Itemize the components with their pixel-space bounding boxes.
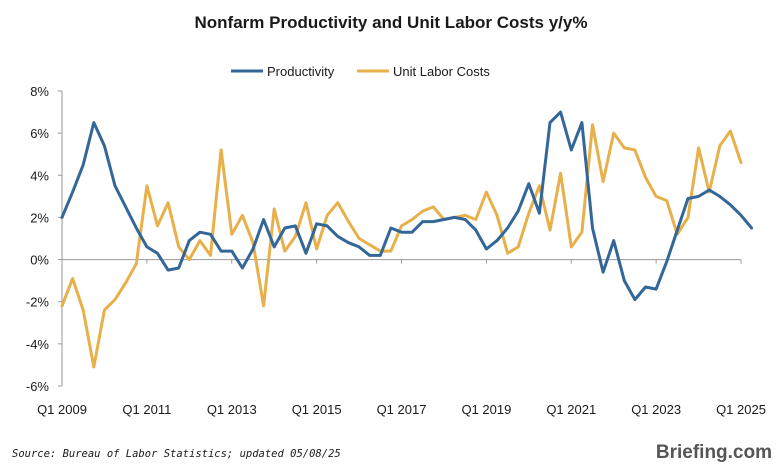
- x-tick-label: Q1 2015: [292, 402, 342, 417]
- source-note: Source: Bureau of Labor Statistics; upda…: [12, 448, 341, 460]
- y-tick-label: 0%: [30, 253, 49, 268]
- y-tick-label: 8%: [30, 84, 49, 99]
- x-tick-label: Q1 2011: [122, 402, 171, 417]
- x-tick-label: Q1 2021: [546, 402, 596, 417]
- series-line-unit-labor-costs: [60, 123, 743, 369]
- y-tick-label: 2%: [30, 210, 49, 225]
- y-tick-label: 6%: [30, 126, 49, 141]
- y-tick-label: -6%: [26, 379, 50, 394]
- x-tick-label: Q1 2017: [377, 402, 427, 417]
- x-tick-label: Q1 2019: [461, 402, 511, 417]
- y-tick-label: -2%: [26, 295, 50, 310]
- x-tick-label: Q1 2025: [716, 402, 766, 417]
- x-tick-label: Q1 2009: [37, 402, 87, 417]
- legend: Productivity Unit Labor Costs: [231, 64, 490, 79]
- x-tick-label: Q1 2013: [207, 402, 257, 417]
- x-tick-label: Q1 2023: [631, 402, 681, 417]
- series-line-productivity: [60, 110, 754, 302]
- chart-title: Nonfarm Productivity and Unit Labor Cost…: [195, 13, 588, 32]
- y-tick-label: 4%: [30, 168, 49, 183]
- y-tick-label: -4%: [26, 337, 50, 352]
- legend-label-productivity: Productivity: [267, 64, 335, 79]
- legend-label-unit-labor-costs: Unit Labor Costs: [393, 64, 490, 79]
- plot-area: -6% -4% -2% 0% 2% 4% 6% 8% Q1 2009 Q1 2011 Q1 2013…: [26, 84, 766, 417]
- brand-logo: Briefing.com: [656, 442, 772, 463]
